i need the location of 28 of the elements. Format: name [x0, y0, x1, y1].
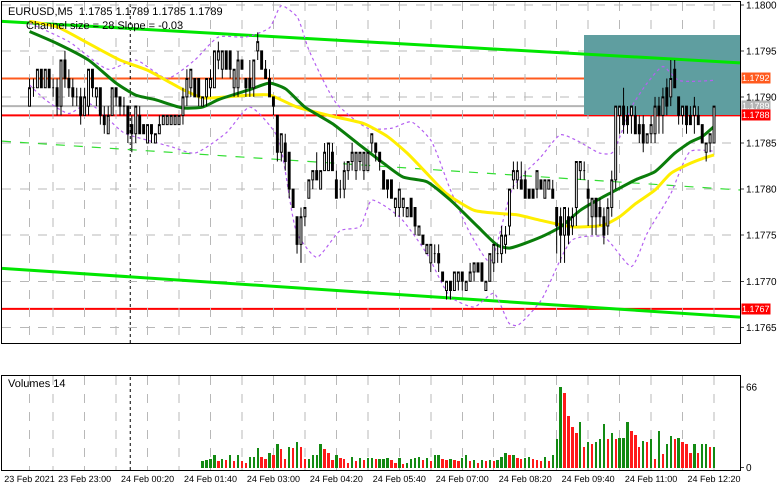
x-tick-label: 24 Feb 01:40: [184, 474, 238, 484]
x-tick-label: 24 Feb 09:40: [562, 474, 615, 484]
x-tick-label: 23 Feb 2021: [4, 474, 55, 484]
y-tick-label: 1.1765: [746, 322, 778, 334]
chart-title: Volumes 14: [8, 378, 66, 390]
y-tick-label: 1.1800: [746, 0, 778, 12]
x-tick-label: 24 Feb 08:20: [498, 474, 552, 484]
x-tick-label: 24 Feb 04:20: [310, 474, 363, 484]
y-tick-label: 1.1775: [746, 230, 778, 242]
ref-line-label: 1.1767: [742, 304, 770, 314]
y-tick-label: 1.1795: [746, 46, 778, 58]
y-tick-label: 66: [746, 382, 758, 394]
y-tick-label: 0: [746, 463, 752, 474]
x-tick-label: 23 Feb 23:00: [58, 474, 112, 484]
x-tick-label: 24 Feb 12:20: [688, 474, 741, 484]
chart-title: EURUSD,M5 1.1785 1.1789 1.1785 1.1789: [8, 6, 223, 18]
x-tick-label: 24 Feb 07:00: [436, 474, 489, 484]
y-tick-label: 1.1790: [746, 92, 778, 104]
y-tick-label: 1.1780: [746, 184, 778, 196]
x-tick-label: 24 Feb 05:40: [372, 474, 426, 484]
x-tick-label: 24 Feb 11:00: [624, 474, 678, 484]
ref-line-label: 1.1788: [742, 110, 770, 120]
y-tick-label: 1.1770: [746, 276, 778, 288]
y-tick-label: 1.1785: [746, 138, 778, 150]
ref-line-label: 1.1792: [742, 73, 770, 83]
x-tick-label: 24 Feb 00:20: [121, 474, 174, 484]
ref-line-label: 1.1789: [742, 101, 770, 111]
x-tick-label: 24 Feb 03:00: [246, 474, 300, 484]
